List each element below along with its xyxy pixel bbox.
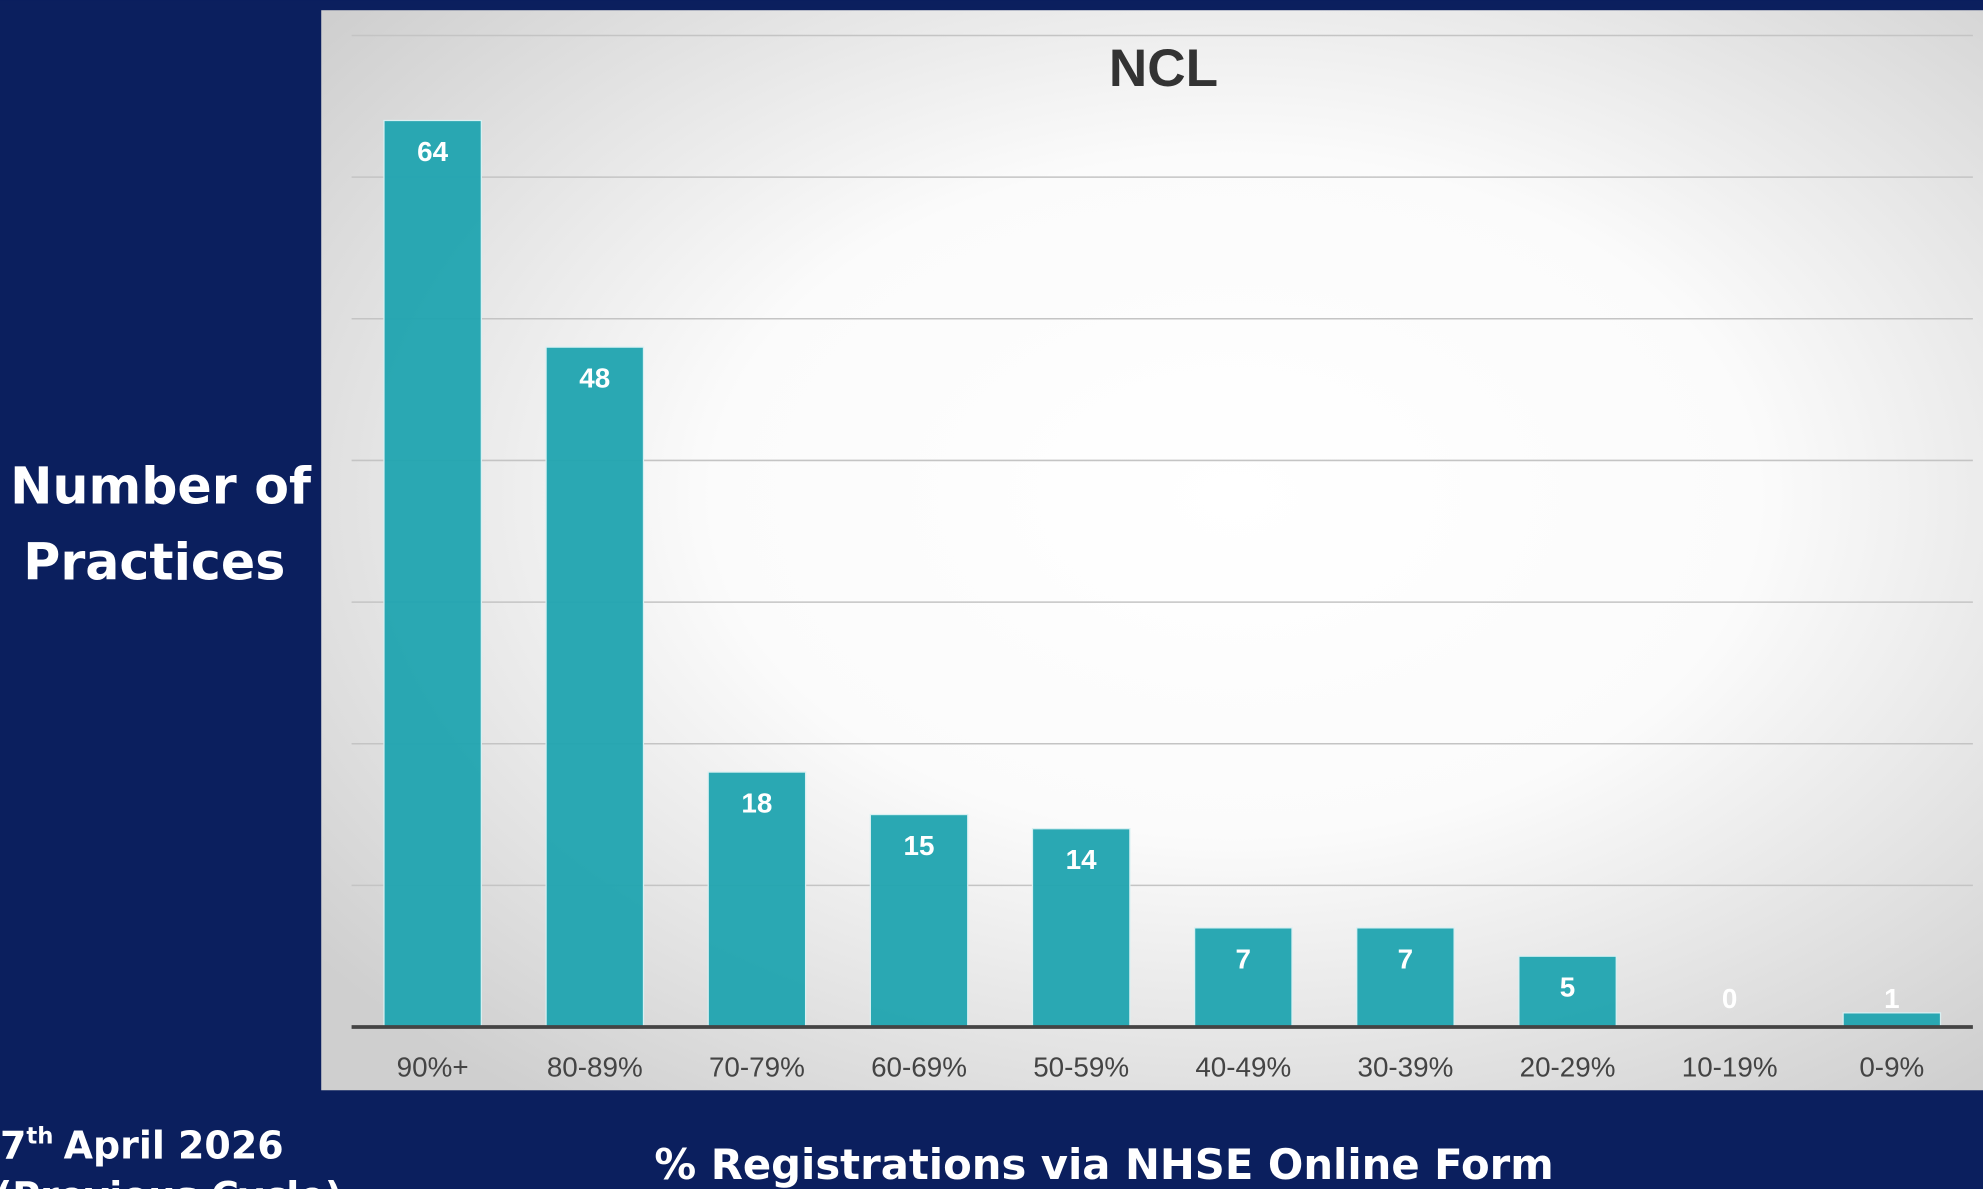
x-tick-label: 40-49% bbox=[1195, 1051, 1291, 1082]
bar bbox=[545, 346, 645, 1028]
x-tick-label: 80-89% bbox=[547, 1051, 643, 1082]
date-suffix: th bbox=[26, 1123, 53, 1149]
x-tick-label: 10-19% bbox=[1682, 1051, 1778, 1082]
date-note: (Previous Cycle) bbox=[0, 1174, 342, 1189]
data-label: 64 bbox=[417, 136, 448, 167]
data-label: 5 bbox=[1560, 972, 1575, 1003]
data-label: 15 bbox=[904, 830, 935, 861]
data-label: 48 bbox=[579, 363, 610, 394]
x-tick-label: 90%+ bbox=[397, 1051, 469, 1082]
x-tick-label: 20-29% bbox=[1520, 1051, 1616, 1082]
y-axis-label: Practices bbox=[23, 532, 285, 591]
data-label: 0 bbox=[1722, 983, 1737, 1014]
date-rest: April 2026 bbox=[64, 1124, 284, 1168]
chart-title: NCL bbox=[1109, 39, 1218, 98]
data-label: 14 bbox=[1066, 844, 1097, 875]
x-tick-label: 60-69% bbox=[871, 1051, 967, 1082]
bar bbox=[1356, 927, 1455, 1028]
bar bbox=[383, 119, 482, 1028]
x-tick-label: 0-9% bbox=[1859, 1051, 1924, 1082]
data-label: 7 bbox=[1236, 943, 1251, 974]
data-label: 7 bbox=[1398, 943, 1413, 974]
date: 7th April 2026 bbox=[0, 1123, 284, 1167]
data-label: 18 bbox=[741, 788, 772, 819]
x-axis-label: % Registrations via NHSE Online Form bbox=[654, 1140, 1553, 1189]
bar bbox=[1518, 955, 1617, 1028]
y-axis-label: Number of bbox=[10, 456, 312, 515]
date-day: 7 bbox=[0, 1124, 26, 1168]
bar bbox=[1031, 828, 1131, 1028]
bar bbox=[1193, 927, 1293, 1028]
x-tick-label: 70-79% bbox=[709, 1051, 805, 1082]
x-tick-label: 50-59% bbox=[1033, 1051, 1129, 1082]
data-label: 1 bbox=[1884, 983, 1899, 1014]
bar bbox=[1842, 1012, 1942, 1028]
x-tick-label: 30-39% bbox=[1357, 1051, 1453, 1082]
